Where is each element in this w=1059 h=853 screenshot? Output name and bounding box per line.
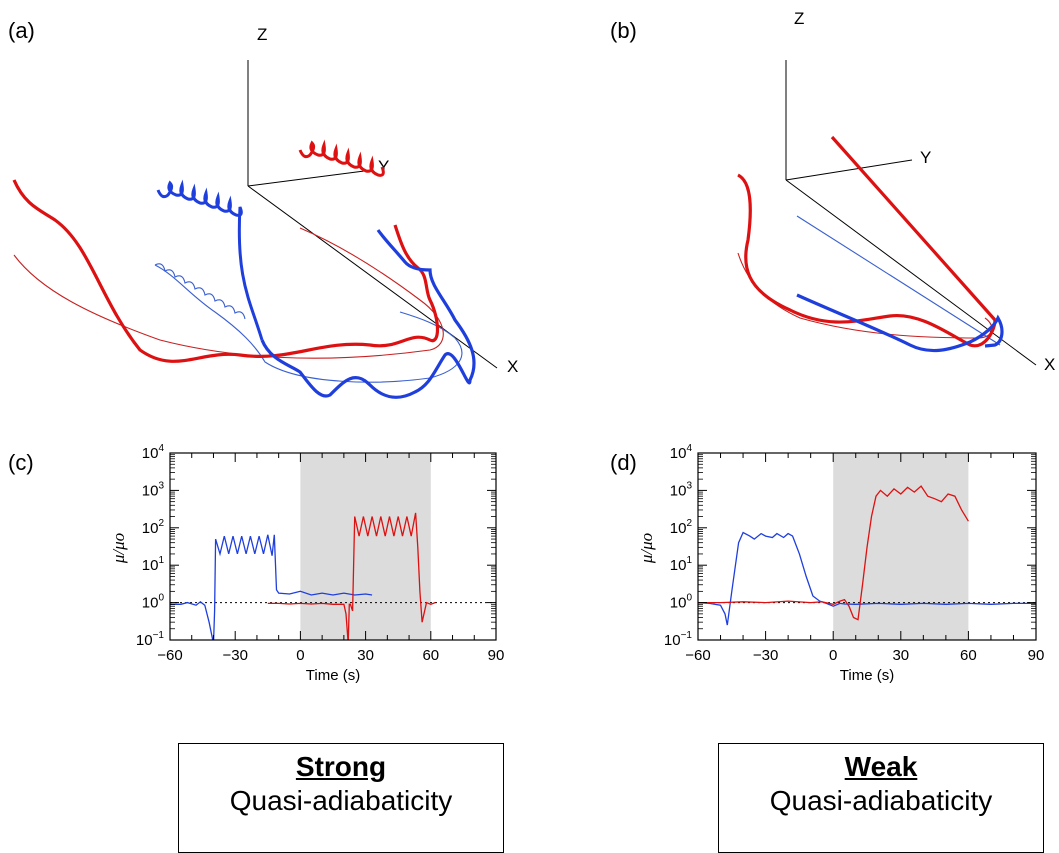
y-tick-label: 101 [142, 555, 165, 574]
x-tick-label: −60 [685, 647, 710, 664]
panel-b-blue-projection [796, 215, 1001, 346]
panel-a-red-projection [13, 227, 444, 359]
y-tick-label: 102 [670, 518, 693, 537]
panel-b-red-trajectory [737, 173, 997, 348]
panel-d-series-red [698, 485, 969, 621]
y-axis-label: μ/μo [109, 533, 128, 564]
x-tick-label: −30 [753, 647, 778, 664]
panel-b-x-label: X [1044, 355, 1055, 374]
y-tick-label: 103 [670, 480, 693, 499]
x-tick-label: 60 [960, 647, 977, 664]
panel-b-x-axis [785, 179, 1037, 366]
panel-b-y-label: Y [920, 148, 931, 167]
panel-a-y-axis [247, 169, 373, 187]
y-tick-label: 104 [670, 443, 693, 462]
y-tick-label: 100 [142, 593, 165, 612]
panel-a-red-loops [298, 139, 385, 177]
y-tick-label: 10−1 [136, 630, 165, 649]
weak-caption-subtitle: Quasi-adiabaticity [769, 785, 993, 816]
chart-c: −60 −30 0 30 60 90 10−1 100 101 102 103 104 Time (s)… [109, 443, 504, 684]
panel-c-series-blue [170, 534, 373, 640]
strong-caption-subtitle: Quasi-adiabaticity [229, 785, 453, 816]
panel-b-red-diagonal [830, 135, 997, 322]
y-tick-label: 104 [142, 443, 165, 462]
strong-caption-box: Strong Quasi-adiabaticity [178, 743, 504, 853]
x-tick-label: −60 [157, 647, 182, 664]
panel-a-label: (a) [8, 18, 35, 43]
x-tick-label: −30 [222, 647, 247, 664]
panel-a-blue-wiggle [154, 263, 246, 320]
panel-c-plot-frame [169, 452, 497, 641]
panel-b-z-label: Z [794, 9, 804, 28]
x-axis-label: Time (s) [306, 667, 360, 684]
y-tick-label: 102 [142, 518, 165, 537]
weak-caption-title: Weak [844, 751, 918, 782]
panel-b: (b) Z Y X [610, 9, 1055, 374]
panel-a-blue-trajectory [260, 229, 476, 399]
panel-a-blue-loops [156, 179, 264, 341]
y-tick-label: 101 [670, 555, 693, 574]
strong-caption-title: Strong [295, 751, 387, 782]
panel-a-z-label: Z [257, 25, 267, 44]
panel-a: (a) Z Y X [8, 18, 518, 399]
panel-d-shaded-interval [833, 453, 969, 640]
panel-d-label: (d) [610, 450, 637, 475]
panel-a-x-axis [247, 185, 498, 369]
panel-a-blue-projection [154, 264, 463, 383]
y-tick-label: 100 [670, 593, 693, 612]
panel-c-series-red [267, 512, 436, 640]
x-tick-label: 60 [422, 647, 439, 664]
y-tick-label: 10−1 [664, 630, 693, 649]
y-tick-label: 103 [142, 480, 165, 499]
x-tick-label: 90 [1028, 647, 1045, 664]
y-axis-label: μ/μo [637, 533, 656, 564]
x-tick-label: 30 [357, 647, 374, 664]
x-axis-label: Time (s) [840, 667, 894, 684]
panel-b-y-axis [785, 159, 913, 181]
panel-b-label: (b) [610, 18, 637, 43]
weak-caption-box: Weak Quasi-adiabaticity [718, 743, 1044, 853]
panel-a-y-label: Y [378, 157, 389, 176]
panel-b-blue-trajectory [796, 293, 1004, 353]
panel-a-red-trajectory [12, 179, 440, 363]
panel-c-shaded-interval [300, 453, 431, 640]
panel-a-x-label: X [507, 357, 518, 376]
chart-d: −60 −30 0 30 60 90 10−1 100 101 102 103 104 Time (s)… [637, 443, 1044, 684]
panel-c-label: (c) [8, 450, 34, 475]
panel-d-series-blue [698, 531, 1036, 626]
x-tick-label: 90 [488, 647, 505, 664]
x-tick-label: 0 [296, 647, 304, 664]
panel-d-plot-frame [697, 452, 1037, 641]
x-tick-label: 30 [892, 647, 909, 664]
x-tick-label: 0 [829, 647, 837, 664]
